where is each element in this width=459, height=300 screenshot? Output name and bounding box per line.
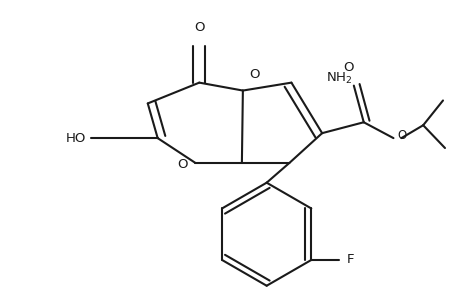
Text: O: O (194, 21, 204, 34)
Text: O: O (343, 61, 353, 74)
Text: HO: HO (66, 132, 86, 145)
Text: O: O (397, 129, 406, 142)
Text: O: O (248, 68, 259, 81)
Text: NH$_2$: NH$_2$ (325, 71, 352, 86)
Text: F: F (346, 254, 354, 266)
Text: O: O (177, 158, 187, 171)
